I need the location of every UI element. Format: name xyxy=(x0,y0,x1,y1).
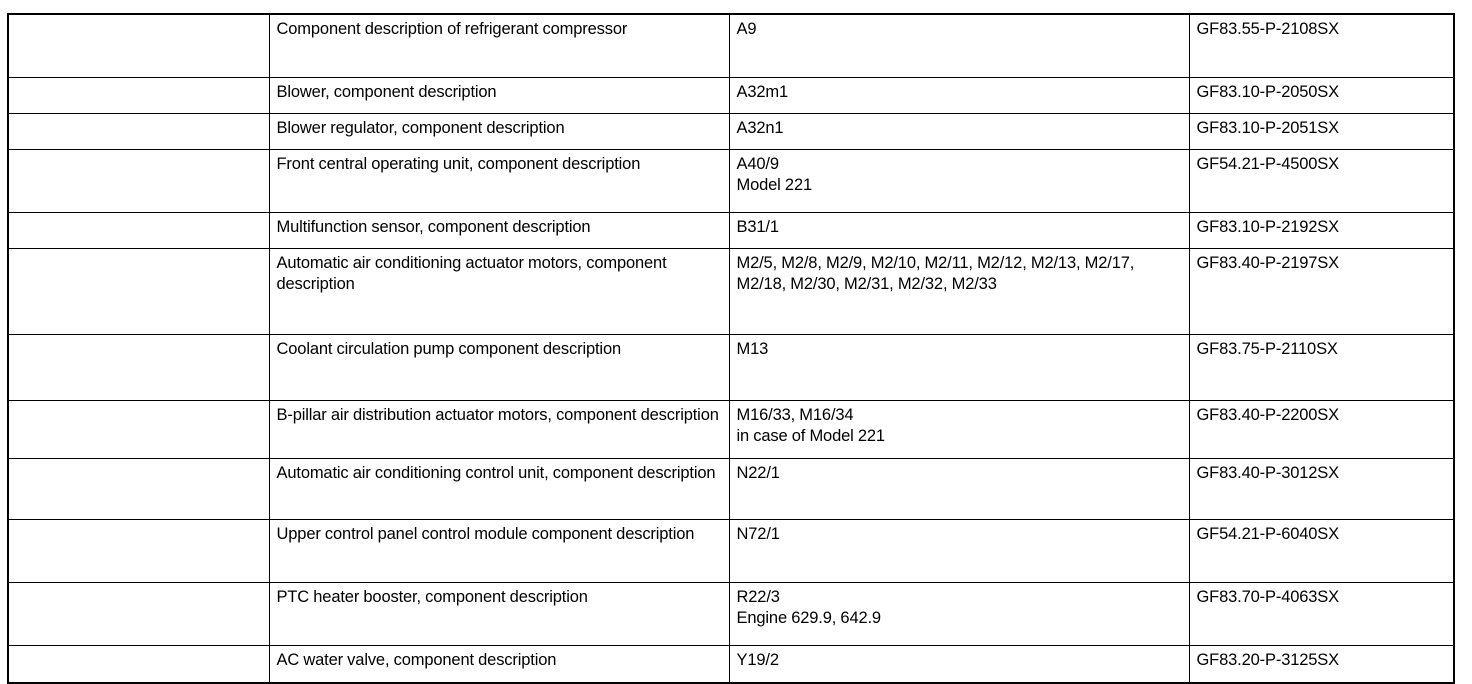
cell-document-number: GF83.10-P-2192SX xyxy=(1188,212,1455,249)
table-row: Coolant circulation pump component descr… xyxy=(7,334,1455,401)
cell-blank xyxy=(7,13,270,78)
cell-code: B31/1 xyxy=(728,212,1190,249)
cell-description: Coolant circulation pump component descr… xyxy=(268,334,730,401)
cell-document-number: GF83.70-P-4063SX xyxy=(1188,582,1455,646)
cell-description: B-pillar air distribution actuator motor… xyxy=(268,400,730,459)
cell-description: Multifunction sensor, component descript… xyxy=(268,212,730,249)
table-row: Blower, component description A32m1 GF83… xyxy=(7,77,1455,114)
cell-code: A32n1 xyxy=(728,113,1190,150)
cell-document-number: GF83.10-P-2050SX xyxy=(1188,77,1455,114)
cell-document-number: GF83.75-P-2110SX xyxy=(1188,334,1455,401)
cell-blank xyxy=(7,334,270,401)
table-body: Component description of refrigerant com… xyxy=(7,13,1455,684)
component-description-table: Component description of refrigerant com… xyxy=(7,13,1455,684)
cell-code: R22/3 Engine 629.9, 642.9 xyxy=(728,582,1190,646)
cell-document-number: GF83.10-P-2051SX xyxy=(1188,113,1455,150)
table-row: AC water valve, component description Y1… xyxy=(7,645,1455,684)
cell-blank xyxy=(7,458,270,520)
cell-code: A9 xyxy=(728,13,1190,78)
cell-document-number: GF54.21-P-6040SX xyxy=(1188,519,1455,583)
cell-description: Component description of refrigerant com… xyxy=(268,13,730,78)
cell-document-number: GF83.40-P-2197SX xyxy=(1188,248,1455,335)
cell-blank xyxy=(7,113,270,150)
cell-code: A32m1 xyxy=(728,77,1190,114)
table-row: Front central operating unit, component … xyxy=(7,149,1455,213)
cell-description: Upper control panel control module compo… xyxy=(268,519,730,583)
component-description-table-wrapper: Component description of refrigerant com… xyxy=(7,13,1455,684)
cell-code: M2/5, M2/8, M2/9, M2/10, M2/11, M2/12, M… xyxy=(728,248,1190,335)
cell-blank xyxy=(7,248,270,335)
table-row: PTC heater booster, component descriptio… xyxy=(7,582,1455,646)
cell-code: M16/33, M16/34 in case of Model 221 xyxy=(728,400,1190,459)
cell-blank xyxy=(7,645,270,684)
cell-description: AC water valve, component description xyxy=(268,645,730,684)
cell-code: N22/1 xyxy=(728,458,1190,520)
table-row: Multifunction sensor, component descript… xyxy=(7,212,1455,249)
cell-document-number: GF83.20-P-3125SX xyxy=(1188,645,1455,684)
cell-document-number: GF83.55-P-2108SX xyxy=(1188,13,1455,78)
table-row: Automatic air conditioning actuator moto… xyxy=(7,248,1455,335)
cell-description: Automatic air conditioning control unit,… xyxy=(268,458,730,520)
cell-blank xyxy=(7,212,270,249)
cell-blank xyxy=(7,519,270,583)
cell-code: Y19/2 xyxy=(728,645,1190,684)
cell-code: N72/1 xyxy=(728,519,1190,583)
cell-description: Blower regulator, component description xyxy=(268,113,730,150)
cell-code: M13 xyxy=(728,334,1190,401)
cell-document-number: GF83.40-P-2200SX xyxy=(1188,400,1455,459)
cell-document-number: GF54.21-P-4500SX xyxy=(1188,149,1455,213)
cell-description: PTC heater booster, component descriptio… xyxy=(268,582,730,646)
table-row: Blower regulator, component description … xyxy=(7,113,1455,150)
cell-blank xyxy=(7,77,270,114)
cell-description: Automatic air conditioning actuator moto… xyxy=(268,248,730,335)
cell-blank xyxy=(7,582,270,646)
cell-description: Blower, component description xyxy=(268,77,730,114)
cell-document-number: GF83.40-P-3012SX xyxy=(1188,458,1455,520)
table-row: Upper control panel control module compo… xyxy=(7,519,1455,583)
table-row: Component description of refrigerant com… xyxy=(7,13,1455,78)
table-row: B-pillar air distribution actuator motor… xyxy=(7,400,1455,459)
cell-blank xyxy=(7,400,270,459)
table-row: Automatic air conditioning control unit,… xyxy=(7,458,1455,520)
cell-blank xyxy=(7,149,270,213)
cell-description: Front central operating unit, component … xyxy=(268,149,730,213)
page-root: Component description of refrigerant com… xyxy=(7,13,1455,684)
cell-code: A40/9 Model 221 xyxy=(728,149,1190,213)
